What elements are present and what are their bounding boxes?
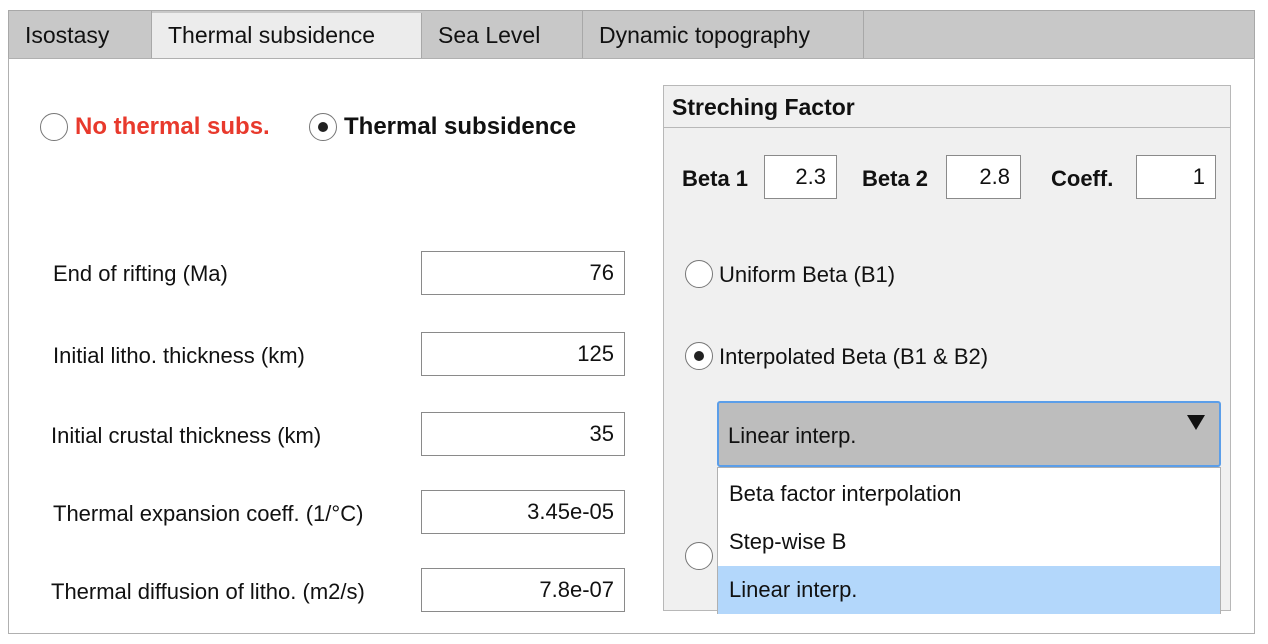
tab-isostasy[interactable]: Isostasy: [9, 11, 152, 59]
tab-bar: Isostasy Thermal subsidence Sea Level Dy…: [8, 10, 1255, 59]
interpolated-beta-label: Interpolated Beta (B1 & B2): [719, 344, 989, 369]
coeff-label: Coeff.: [1051, 166, 1114, 191]
initial-crustal-thickness-field[interactable]: [421, 412, 625, 456]
beta1-label: Beta 1: [682, 166, 749, 191]
chevron-down-icon: [1187, 415, 1205, 430]
menu-item-step-wise[interactable]: Step-wise B: [729, 529, 847, 554]
tab-dynamic-topography[interactable]: Dynamic topography: [583, 11, 864, 59]
beta2-label: Beta 2: [862, 166, 929, 191]
dropdown-value: Linear interp.: [728, 423, 857, 448]
end-of-rifting-label: End of rifting (Ma): [53, 261, 228, 286]
stretching-factor-title: Streching Factor: [664, 86, 1230, 128]
beta1-field[interactable]: [764, 155, 837, 199]
thermal-diffusion-label: Thermal diffusion of litho. (m2/s): [51, 579, 365, 604]
end-of-rifting-field[interactable]: [421, 251, 625, 295]
no-thermal-radio[interactable]: [40, 113, 68, 141]
interpolation-menu: Beta factor interpolation Step-wise B Li…: [717, 467, 1221, 614]
initial-litho-thickness-label: Initial litho. thickness (km): [53, 343, 305, 368]
initial-litho-thickness-field[interactable]: [421, 332, 625, 376]
menu-item-linear-interp[interactable]: Linear interp.: [718, 566, 1220, 614]
thermal-expansion-field[interactable]: [421, 490, 625, 534]
hidden-option-radio[interactable]: [685, 542, 713, 570]
thermal-subsidence-panel: No thermal subs. Thermal subsidence End …: [8, 58, 1255, 634]
interpolated-beta-radio[interactable]: [685, 342, 713, 370]
thermal-subsidence-radio[interactable]: [309, 113, 337, 141]
initial-crustal-thickness-label: Initial crustal thickness (km): [51, 423, 322, 448]
thermal-expansion-label: Thermal expansion coeff. (1/°C): [53, 501, 364, 526]
tab-thermal-subsidence[interactable]: Thermal subsidence: [152, 13, 422, 59]
interpolation-dropdown[interactable]: Linear interp.: [717, 401, 1221, 467]
beta2-field[interactable]: [946, 155, 1021, 199]
thermal-subsidence-label: Thermal subsidence: [344, 113, 577, 140]
tab-sea-level[interactable]: Sea Level: [422, 11, 583, 59]
thermal-diffusion-field[interactable]: [421, 568, 625, 612]
no-thermal-label: No thermal subs.: [75, 113, 270, 140]
uniform-beta-label: Uniform Beta (B1): [719, 262, 896, 287]
menu-item-beta-factor-interpolation[interactable]: Beta factor interpolation: [729, 481, 962, 506]
coeff-field[interactable]: [1136, 155, 1216, 199]
uniform-beta-radio[interactable]: [685, 260, 713, 288]
